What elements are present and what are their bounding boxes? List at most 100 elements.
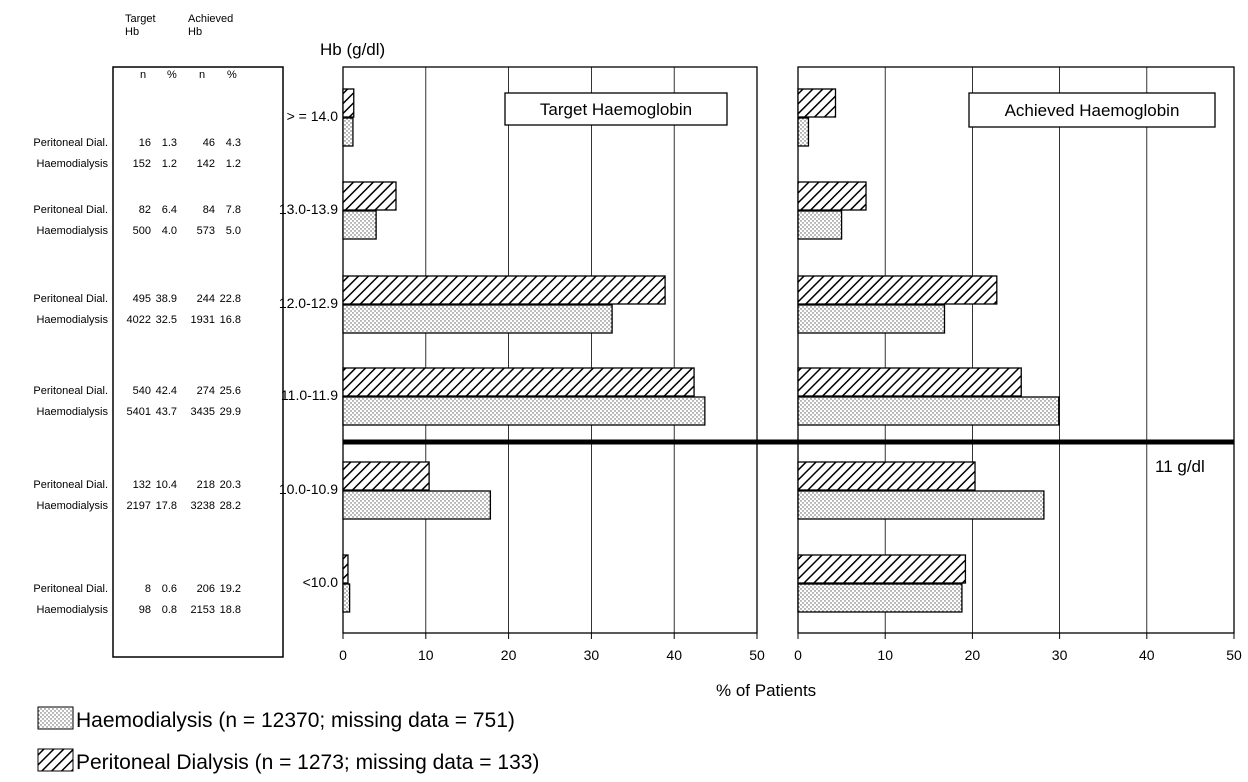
table-row-label: Haemodialysis <box>36 604 108 616</box>
table-cell: 42.4 <box>156 385 177 397</box>
table-cell: 38.9 <box>156 293 177 305</box>
threshold-label: 11 g/dl <box>1155 457 1205 476</box>
table-row-label: Peritoneal Dial. <box>33 479 108 491</box>
table-cell: 17.8 <box>156 500 177 512</box>
table-row-label: Peritoneal Dial. <box>33 204 108 216</box>
table-cell: 46 <box>203 137 215 149</box>
bar-peritoneal <box>342 554 349 584</box>
category-label: 11.0-11.9 <box>281 387 338 403</box>
col-label-target-n: n <box>140 69 146 81</box>
x-tick-label: 10 <box>877 647 893 663</box>
table-cell: 4.0 <box>162 225 177 237</box>
x-tick-label: 40 <box>1139 647 1155 663</box>
table-rows: Peritoneal Dial. 16 1.3 46 4.3 Haemodialysis 1… <box>33 137 241 616</box>
header-achieved-line1: Achieved <box>188 13 233 25</box>
table-cell: 19.2 <box>220 583 241 595</box>
table-cell: 573 <box>197 225 215 237</box>
category-label: <10.0 <box>303 574 339 590</box>
table-cell: 274 <box>197 385 215 397</box>
bar-haemodialysis <box>342 490 492 520</box>
col-label-achieved-n: n <box>199 69 205 81</box>
category-label: 12.0-12.9 <box>279 295 338 311</box>
table-row-label: Haemodialysis <box>36 158 108 170</box>
table-cell: 218 <box>197 479 215 491</box>
table-cell: 1.3 <box>162 137 177 149</box>
table-row-label: Haemodialysis <box>36 500 108 512</box>
category-label: 13.0-13.9 <box>279 201 338 217</box>
bar-peritoneal <box>342 367 695 397</box>
bar-haemodialysis <box>342 583 351 613</box>
panel-title-box <box>968 92 1216 128</box>
x-tick-label: 50 <box>749 647 765 663</box>
table-cell: 3238 <box>191 500 215 512</box>
table-cell: 1.2 <box>226 158 241 170</box>
table-cell: 495 <box>133 293 151 305</box>
panel-achieved: 0 10 20 30 40 50 Achieved Haemoglobin <box>794 66 1242 663</box>
x-tick-label: 50 <box>1226 647 1242 663</box>
x-tick-label: 20 <box>501 647 517 663</box>
bar-haemodialysis <box>797 117 810 147</box>
table-cell: 540 <box>133 385 151 397</box>
table-cell: 1.2 <box>162 158 177 170</box>
table-row-label: Peritoneal Dial. <box>33 293 108 305</box>
table-cell: 6.4 <box>162 204 177 216</box>
bar-peritoneal <box>342 181 397 211</box>
table-cell: 84 <box>203 204 215 216</box>
table-row-label: Haemodialysis <box>36 225 108 237</box>
table-cell: 142 <box>197 158 215 170</box>
legend-haemodialysis: Haemodialysis (n = 12370; missing data =… <box>76 709 515 732</box>
bar-haemodialysis <box>342 210 377 240</box>
table-cell: 5401 <box>127 406 151 418</box>
bar-peritoneal <box>342 275 666 305</box>
table-row-label: Haemodialysis <box>36 406 108 418</box>
category-label: > = 14.0 <box>287 108 339 124</box>
bar-haemodialysis <box>797 210 843 240</box>
table-cell: 10.4 <box>156 479 177 491</box>
table-cell: 0.8 <box>162 604 177 616</box>
plot-frame <box>797 66 1235 634</box>
bar-peritoneal <box>342 88 355 118</box>
legend-swatch-haemodialysis <box>37 706 74 730</box>
bar-haemodialysis <box>342 117 354 147</box>
table-cell: 29.9 <box>220 406 241 418</box>
x-tick-label: 40 <box>666 647 682 663</box>
panel-title: Achieved Haemoglobin <box>1005 101 1180 120</box>
bar-peritoneal <box>797 275 998 305</box>
bar-peritoneal <box>797 461 976 491</box>
header-achieved-line2: Hb <box>188 26 202 38</box>
table-cell: 5.0 <box>226 225 241 237</box>
table-row-label: Peritoneal Dial. <box>33 583 108 595</box>
header-target-line2: Hb <box>125 26 139 38</box>
table-cell: 0.6 <box>162 583 177 595</box>
bar-haemodialysis <box>797 490 1045 520</box>
table-cell: 16 <box>139 137 151 149</box>
bar-haemodialysis <box>342 396 706 426</box>
table-cell: 98 <box>139 604 151 616</box>
table-cell: 3435 <box>191 406 215 418</box>
bar-peritoneal <box>797 181 867 211</box>
category-label: 10.0-10.9 <box>279 481 338 497</box>
bar-haemodialysis <box>797 583 963 613</box>
table-frame <box>112 66 284 658</box>
x-tick-label: 0 <box>794 647 802 663</box>
table-row-label: Haemodialysis <box>36 314 108 326</box>
bar-peritoneal <box>342 461 430 491</box>
table-cell: 20.3 <box>220 479 241 491</box>
table-cell: 18.8 <box>220 604 241 616</box>
panel-target: 0 10 20 30 40 50 Target Haemoglobin <box>339 66 765 663</box>
table-cell: 132 <box>133 479 151 491</box>
data-table: Target Hb Achieved Hb n % n % Peritoneal… <box>33 13 284 658</box>
table-cell: 43.7 <box>156 406 177 418</box>
table-cell: 82 <box>139 204 151 216</box>
bar-haemodialysis <box>797 396 1060 426</box>
table-cell: 7.8 <box>226 204 241 216</box>
table-cell: 22.8 <box>220 293 241 305</box>
table-cell: 1931 <box>191 314 215 326</box>
table-cell: 25.6 <box>220 385 241 397</box>
y-axis-title: Hb (g/dl) <box>320 40 385 59</box>
bar-peritoneal <box>797 88 837 118</box>
table-cell: 32.5 <box>156 314 177 326</box>
table-cell: 8 <box>145 583 151 595</box>
